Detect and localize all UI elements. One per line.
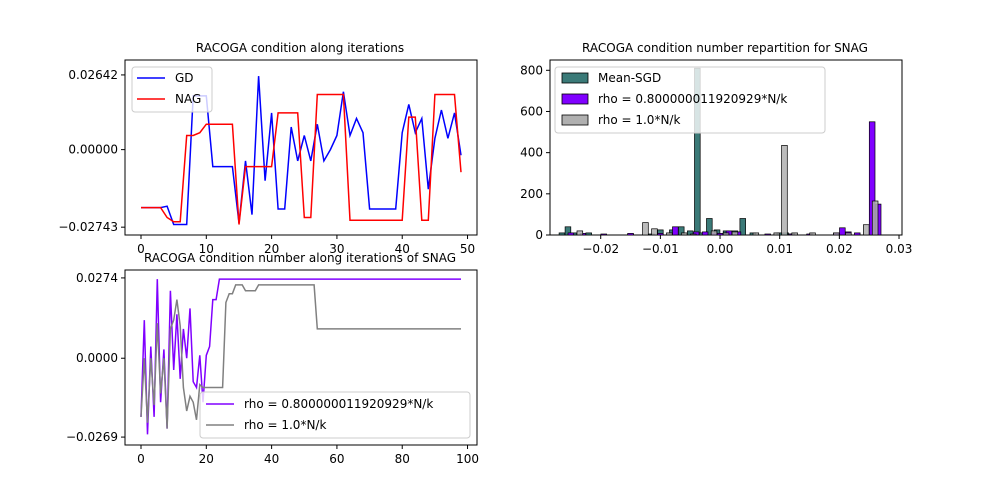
panel-line-iterations: RACOGA condition along iterations 0 10 20 3… — [58, 41, 478, 256]
hist-bar-rho-0-800000011920929-n-k — [854, 232, 861, 236]
hist-bar-mean-sgd — [706, 218, 713, 236]
hist-bar-rho-1-0-n-k — [651, 228, 658, 236]
p3-ytick-label: −0.0269 — [66, 430, 118, 444]
hist-bar-rho-1-0-n-k — [731, 231, 739, 236]
hist-bar-rho-1-0-n-k — [833, 232, 840, 236]
legend-label-rho-1: rho = 1.0*N/k — [598, 113, 680, 127]
p2-xtick-label: −0.02 — [582, 242, 619, 256]
legend-swatch-mean-sgd — [561, 72, 589, 84]
hist-bar-rho-0-800000011920929-n-k — [627, 233, 634, 236]
series-line-rho-0-800000011920929-n-k — [140, 278, 461, 435]
panel1-legend: GD NAG — [131, 66, 213, 113]
p1-ytick-label: 0.00000 — [68, 143, 118, 157]
p2-ytick-label: 800 — [520, 63, 543, 77]
hist-bar-rho-0-800000011920929-n-k — [567, 232, 575, 236]
hist-bar-rho-1-0-n-k — [576, 230, 584, 236]
hist-bar-rho-1-0-n-k — [781, 145, 788, 236]
hist-bar-rho-1-0-n-k — [773, 232, 780, 236]
legend-label-rho-08-line: rho = 0.800000011920929*N/k — [244, 397, 433, 411]
hist-bar-rho-0-800000011920929-n-k — [701, 231, 709, 236]
p2-xtick-label: 0.00 — [707, 242, 734, 256]
p2-xtick-label: 0.02 — [826, 242, 853, 256]
panel3-legend-box — [199, 391, 471, 439]
hist-bar-rho-1-0-n-k — [863, 224, 870, 236]
panel1-title: RACOGA condition along iterations — [196, 41, 404, 55]
hist-bar-rho-1-0-n-k — [791, 232, 798, 236]
panel-snag-iterations: RACOGA condition number along iterations… — [66, 251, 479, 466]
panel3-frame — [124, 269, 478, 446]
hist-bar-rho-0-800000011920929-n-k — [657, 233, 664, 236]
p3-ytick-label: 0.0274 — [76, 271, 118, 285]
p1-xtick-label: 20 — [264, 242, 279, 256]
hist-bar-rho-1-0-n-k — [666, 232, 673, 236]
hist-bar-rho-0-800000011920929-n-k — [764, 233, 771, 236]
panel-histogram-repartition: RACOGA condition number repartition for … — [520, 41, 912, 256]
legend-label-rho-1-line: rho = 1.0*N/k — [244, 418, 326, 432]
hist-bar-rho-1-0-n-k — [845, 232, 852, 236]
hist-bar-mean-sgd — [558, 232, 566, 236]
p1-xtick-label: 10 — [199, 242, 214, 256]
p3-xtick-label: 40 — [264, 452, 279, 466]
p2-ytick-label: 600 — [520, 104, 543, 118]
p2-ytick-label: 200 — [520, 187, 543, 201]
panel3-title: RACOGA condition number along iterations… — [144, 251, 456, 265]
hist-bar-rho-1-0-n-k — [681, 232, 688, 236]
p1-ytick-label: −0.02743 — [58, 220, 118, 234]
p2-xtick-label: 0.03 — [886, 242, 913, 256]
series-line-rho-1-0-n-k — [140, 284, 461, 429]
hist-bar-rho-0-800000011920929-n-k — [672, 226, 679, 236]
hist-bar-rho-0-800000011920929-n-k — [716, 233, 724, 236]
hist-bar-rho-1-0-n-k — [871, 200, 879, 236]
panel2-legend: Mean-SGD rho = 0.800000011920929*N/k rho… — [554, 66, 826, 134]
hist-bar-rho-1-0-n-k — [722, 232, 730, 236]
p3-ytick-label: 0.0000 — [76, 351, 118, 365]
panel1-frame — [124, 59, 478, 236]
panel3-legend: rho = 0.800000011920929*N/k rho = 1.0*N/… — [199, 391, 471, 439]
p1-xtick-label: 50 — [460, 242, 475, 256]
hist-bar-rho-1-0-n-k — [752, 232, 760, 236]
legend-swatch-rho-1 — [561, 114, 589, 126]
p1-xtick-label: 30 — [329, 242, 344, 256]
p2-xtick-label: −0.01 — [642, 242, 679, 256]
legend-label-nag: NAG — [175, 92, 201, 106]
panel2-title: RACOGA condition number repartition for … — [582, 41, 868, 55]
legend-label-gd: GD — [175, 71, 194, 85]
p3-xtick-label: 20 — [199, 452, 214, 466]
p3-xtick-label: 0 — [137, 452, 145, 466]
p2-ytick-label: 0 — [535, 228, 543, 242]
legend-label-rho-08: rho = 0.800000011920929*N/k — [598, 92, 787, 106]
hist-bar-mean-sgd — [739, 218, 746, 236]
p2-xtick-label: 0.01 — [766, 242, 793, 256]
legend-label-mean-sgd: Mean-SGD — [598, 71, 661, 85]
p3-xtick-label: 100 — [456, 452, 479, 466]
panel2-legend-box — [554, 66, 826, 134]
p1-ytick-label: 0.02642 — [68, 68, 118, 82]
hist-bar-rho-1-0-n-k — [642, 222, 649, 236]
hist-bar-rho-1-0-n-k — [710, 230, 718, 236]
legend-swatch-rho-08 — [561, 93, 589, 105]
hist-bar-rho-0-800000011920929-n-k — [600, 233, 607, 236]
hist-bar-rho-0-800000011920929-n-k — [839, 227, 846, 236]
hist-bar-mean-sgd — [585, 232, 592, 236]
series-line-nag — [141, 93, 462, 225]
hist-bar-rho-1-0-n-k — [809, 232, 816, 236]
p3-xtick-label: 80 — [395, 452, 410, 466]
p3-xtick-label: 60 — [329, 452, 344, 466]
p1-xtick-label: 40 — [395, 242, 410, 256]
hist-bar-rho-1-0-n-k — [690, 233, 697, 236]
p2-ytick-label: 400 — [520, 146, 543, 160]
p1-xtick-label: 0 — [137, 242, 145, 256]
